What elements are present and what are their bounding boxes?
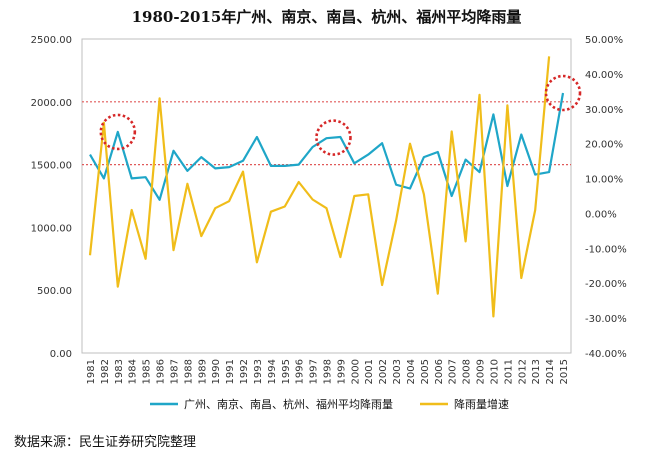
x-axis-tick: 2007 (448, 359, 459, 384)
x-axis-ticks: 1981 1982 1983 1984 1985 1986 1987 1988 1989 1990… (86, 359, 570, 384)
right-axis-tick: 50.00% (585, 35, 623, 46)
x-axis-tick: 2009 (476, 359, 487, 384)
x-axis-tick: 1982 (100, 359, 111, 384)
right-axis-tick: 0.00% (585, 209, 617, 220)
x-axis-tick: 1996 (295, 359, 306, 384)
chart-title: 1980-2015年广州、南京、南昌、杭州、福州平均降雨量 (131, 8, 522, 26)
x-axis-tick: 2002 (378, 359, 389, 384)
highlight-circles (99, 74, 582, 156)
x-axis-tick: 1983 (114, 359, 125, 384)
left-axis-tick: 2500.00 (31, 35, 72, 46)
right-axis-tick: -30.00% (585, 314, 627, 325)
left-axis-tick: 500.00 (37, 286, 72, 297)
x-axis-tick: 1987 (169, 359, 180, 384)
x-axis-tick: 2014 (545, 359, 556, 384)
x-axis-tick: 1981 (86, 359, 97, 384)
x-axis-tick: 1991 (225, 359, 236, 384)
x-axis-tick: 2012 (517, 359, 528, 384)
series-line-rainfall-growth (88, 56, 551, 318)
left-axis-ticks: 0.00 500.00 1000.00 1500.00 2000.00 2500.00 (31, 35, 72, 360)
x-axis-tick: 1998 (323, 359, 334, 384)
x-axis-tick: 2004 (406, 359, 417, 384)
x-axis-tick: 1994 (267, 359, 278, 384)
x-axis-tick: 1997 (309, 359, 320, 384)
right-axis-tick: 20.00% (585, 140, 623, 151)
data-source: 数据来源：民生证券研究院整理 (14, 435, 197, 450)
highlight-circle-1 (315, 119, 352, 156)
highlight-circle-2 (544, 74, 582, 112)
x-axis-tick: 2003 (392, 359, 403, 384)
left-axis-tick: 2000.00 (31, 98, 72, 109)
x-axis-tick: 1985 (142, 359, 153, 384)
x-axis-tick: 1999 (336, 359, 347, 384)
x-axis-tick: 1989 (197, 359, 208, 384)
x-axis-tick: 2006 (434, 359, 445, 384)
plot-area (81, 38, 572, 354)
x-axis-tick: 2013 (531, 359, 542, 384)
left-axis-tick: 1500.00 (31, 161, 72, 172)
left-axis-tick: 1000.00 (31, 223, 72, 234)
right-axis-tick: -10.00% (585, 244, 627, 255)
right-axis-ticks: -40.00% -30.00% -20.00% -10.00% 0.00% 10.00% 2… (585, 35, 627, 360)
reference-lines (82, 101, 571, 166)
legend: 广州、南京、南昌、杭州、福州平均降雨量 降雨量增速 (150, 397, 509, 411)
x-axis-tick: 2015 (559, 359, 570, 384)
x-axis-tick: 1995 (281, 359, 292, 384)
right-axis-tick: 30.00% (585, 105, 623, 116)
x-axis-tick: 2000 (350, 359, 361, 384)
right-axis-tick: -20.00% (585, 279, 627, 290)
left-axis-tick: 0.00 (50, 349, 72, 360)
highlight-circle-0 (99, 113, 137, 151)
x-axis-tick: 1986 (156, 359, 167, 384)
x-axis-tick: 1988 (183, 359, 194, 384)
x-axis-tick: 1984 (128, 359, 139, 384)
right-axis-tick: 40.00% (585, 70, 623, 81)
x-axis-tick: 2008 (462, 359, 473, 384)
series-lines (88, 56, 565, 318)
legend-label-1: 降雨量增速 (454, 397, 509, 411)
legend-label-0: 广州、南京、南昌、杭州、福州平均降雨量 (184, 397, 393, 411)
right-axis-tick: 10.00% (585, 175, 623, 186)
x-axis-tick: 2011 (503, 359, 514, 384)
x-axis-tick: 2005 (420, 359, 431, 384)
x-axis-tick: 1992 (239, 359, 250, 384)
x-axis-tick: 1993 (253, 359, 264, 384)
x-axis-tick: 2010 (489, 359, 500, 384)
x-axis-tick: 2001 (364, 359, 375, 384)
x-axis-tick: 1990 (211, 359, 222, 384)
right-axis-tick: -40.00% (585, 349, 627, 360)
plot-border (81, 38, 572, 354)
